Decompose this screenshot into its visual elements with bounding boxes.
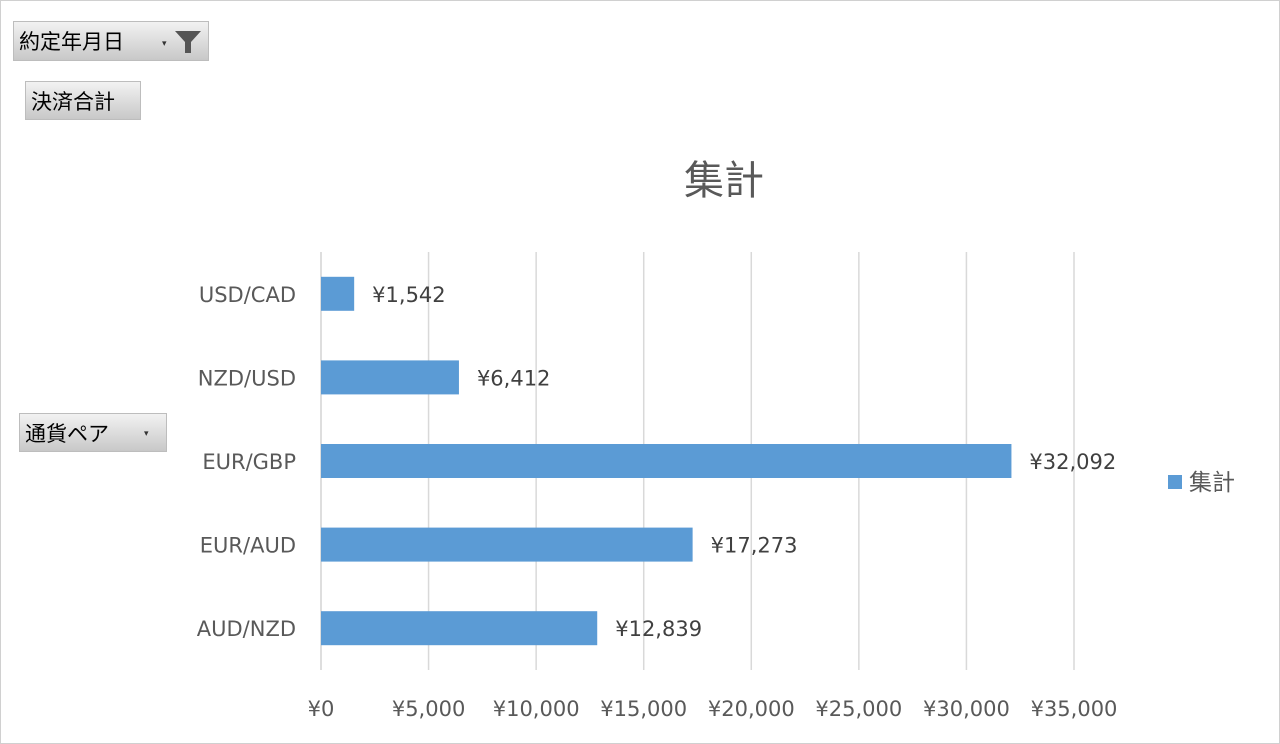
category-label: EUR/GBP — [202, 450, 296, 474]
category-labels: USD/CAD NZD/USD EUR/GBP EUR/AUD AUD/NZD — [197, 283, 296, 641]
chart-title: 集計 — [684, 158, 764, 204]
filter-icon[interactable] — [174, 29, 202, 55]
data-label: ¥1,542 — [372, 283, 445, 307]
row-field-label: 通貨ペア — [25, 421, 109, 446]
data-label: ¥6,412 — [477, 366, 550, 390]
bar[interactable] — [321, 444, 1012, 478]
bar[interactable] — [321, 527, 693, 562]
bar[interactable] — [321, 276, 355, 311]
value-field-button[interactable]: 決済合計 — [25, 81, 141, 120]
category-label: AUD/NZD — [197, 617, 296, 641]
x-tick-label: ¥5,000 — [392, 697, 465, 721]
bar[interactable] — [321, 360, 459, 395]
x-tick-label: ¥15,000 — [600, 697, 687, 721]
category-label: USD/CAD — [199, 283, 296, 307]
bar[interactable] — [321, 611, 598, 646]
data-labels: ¥1,542 ¥6,412 ¥32,092 ¥17,273 ¥12,839 — [372, 283, 1116, 641]
date-filter-field-button[interactable]: 約定年月日 ▾ — [13, 21, 209, 61]
chevron-down-icon[interactable]: ▾ — [162, 39, 167, 49]
legend-label: 集計 — [1189, 470, 1235, 496]
category-label: NZD/USD — [198, 366, 296, 390]
category-label: EUR/AUD — [200, 534, 296, 558]
x-tick-labels: ¥0 ¥5,000 ¥10,000 ¥15,000 ¥20,000 ¥25,000 ¥30,… — [308, 697, 1118, 721]
x-tick-label: ¥25,000 — [815, 697, 902, 721]
date-filter-label: 約定年月日 — [19, 30, 124, 54]
legend: 集計 — [1168, 470, 1235, 496]
data-label: ¥17,273 — [711, 534, 798, 558]
value-field-label: 決済合計 — [31, 89, 115, 114]
x-tick-label: ¥35,000 — [1031, 697, 1118, 721]
legend-swatch — [1168, 475, 1182, 489]
x-tick-label: ¥30,000 — [923, 697, 1010, 721]
row-field-button[interactable]: 通貨ペア ▾ — [19, 413, 167, 452]
bars — [321, 276, 1012, 646]
chevron-down-icon[interactable]: ▾ — [144, 429, 149, 439]
data-label: ¥12,839 — [615, 617, 702, 641]
x-tick-label: ¥0 — [308, 697, 335, 721]
data-label: ¥32,092 — [1029, 450, 1116, 474]
x-tick-label: ¥20,000 — [708, 697, 795, 721]
x-tick-label: ¥10,000 — [493, 697, 580, 721]
